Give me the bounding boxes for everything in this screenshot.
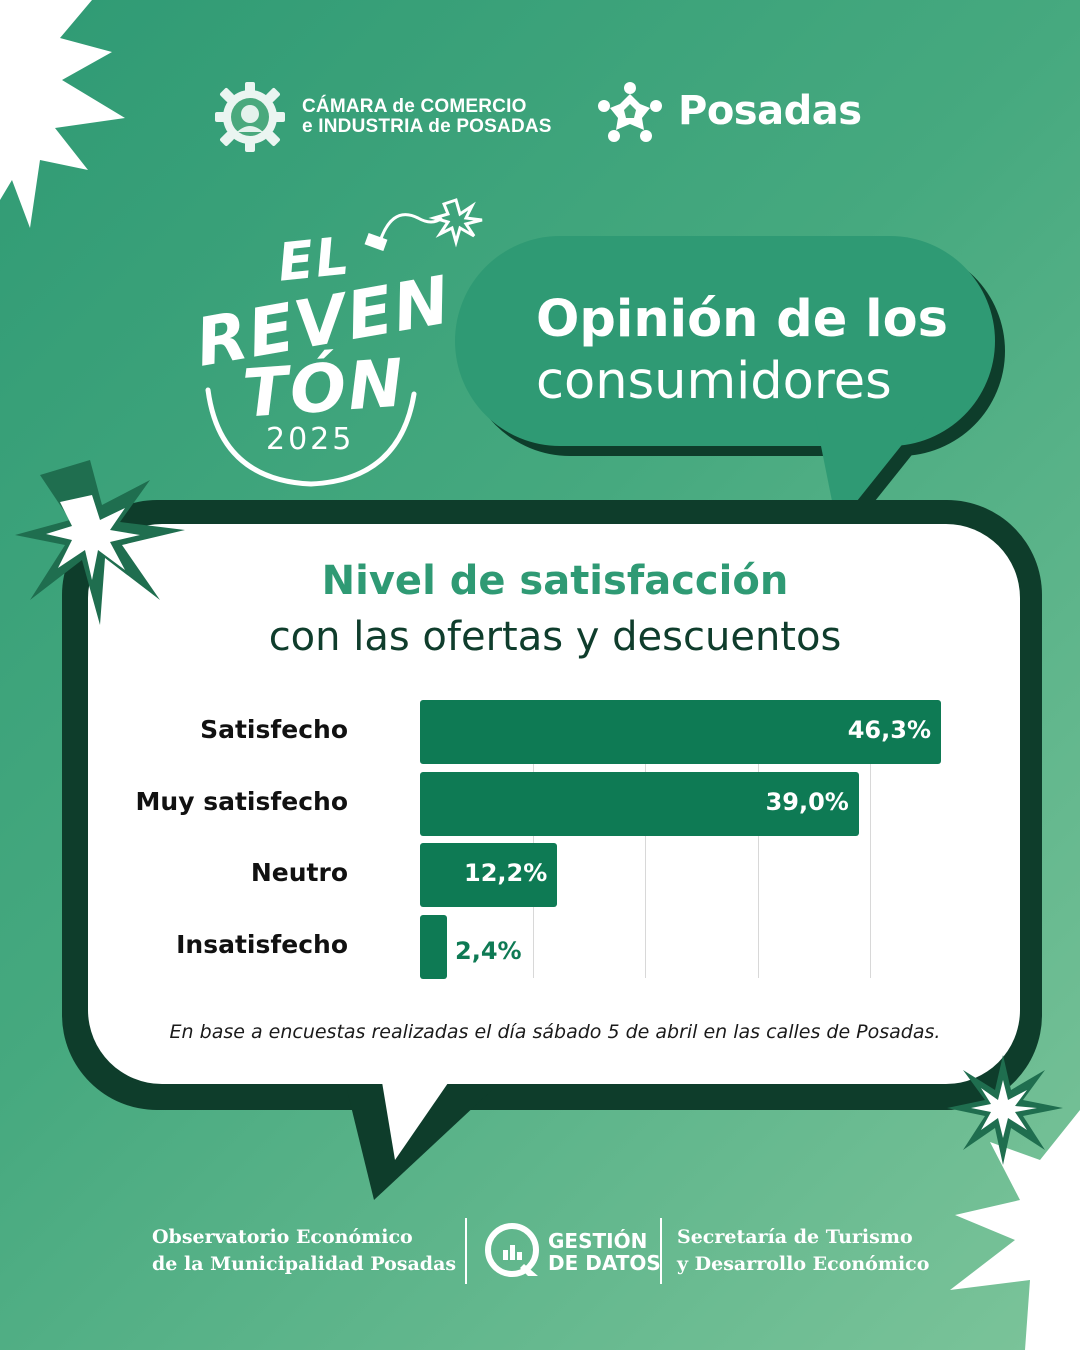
secretaria-line-2: y Desarrollo Económico xyxy=(677,1253,930,1275)
gestion-line-2: DE DATOS xyxy=(548,1251,661,1275)
bar xyxy=(420,700,941,764)
gestion-line-1: GESTIÓN xyxy=(548,1229,648,1253)
headline-speech-bubble xyxy=(455,236,1005,536)
value-label: 39,0% xyxy=(765,787,849,816)
observatorio-line-2: de la Municipalidad Posadas xyxy=(152,1253,457,1275)
starburst-bottom-right-decoration xyxy=(950,1110,1080,1350)
bar xyxy=(420,914,447,979)
survey-footnote: En base a encuestas realizadas el día sá… xyxy=(169,1021,941,1043)
camara-line-1: CÁMARA de COMERCIO xyxy=(302,96,527,117)
gestion-datos-text: GESTIÓN DE DATOS xyxy=(548,1230,661,1274)
category-label: Muy satisfecho xyxy=(135,786,348,816)
category-label: Insatisfecho xyxy=(176,929,348,959)
event-logo-arc xyxy=(205,387,417,487)
headline-subtitle: consumidores xyxy=(536,352,892,411)
footer-divider-left xyxy=(465,1218,467,1284)
bar xyxy=(420,771,859,836)
secretaria-line-1: Secretaría de Turismo xyxy=(677,1226,913,1248)
headline-title: Opinión de los xyxy=(536,290,948,349)
gridline xyxy=(757,700,759,978)
observatorio-line-1: Observatorio Económico xyxy=(152,1226,413,1248)
posadas-star-logo-icon xyxy=(598,82,662,142)
value-label: 12,2% xyxy=(464,859,548,887)
bar xyxy=(420,843,558,907)
posadas-logo-text: Posadas xyxy=(678,88,862,134)
category-label: Neutro xyxy=(250,858,348,887)
gridline xyxy=(532,700,534,978)
starburst-top-left-decoration xyxy=(0,0,125,228)
value-label: 46,3% xyxy=(847,716,931,744)
event-logo-year: 2025 xyxy=(266,422,355,457)
gestion-datos-logo-icon xyxy=(485,1223,539,1277)
observatorio-footer-text: Observatorio Económico de la Municipalid… xyxy=(152,1224,456,1278)
gridline xyxy=(645,700,647,978)
chart-title: Nivel de satisfacción xyxy=(321,558,789,604)
camara-gear-logo-icon xyxy=(215,82,285,152)
camara-line-2: e INDUSTRIA de POSADAS xyxy=(302,116,552,137)
chart-subtitle: con las ofertas y descuentos xyxy=(268,614,842,660)
camara-logo-text: CÁMARA de COMERCIO e INDUSTRIA de POSADA… xyxy=(302,97,552,137)
footer-divider-right xyxy=(660,1218,662,1284)
fuse-spark-icon xyxy=(364,198,483,252)
value-label: 2,4% xyxy=(455,936,522,965)
secretaria-footer-text: Secretaría de Turismo y Desarrollo Econó… xyxy=(677,1224,929,1278)
sparkle-bottom-right-icon xyxy=(947,1055,1063,1165)
sparkle-top-left-icon xyxy=(15,460,185,625)
gridline xyxy=(870,700,872,978)
category-label: Satisfecho xyxy=(200,715,348,744)
